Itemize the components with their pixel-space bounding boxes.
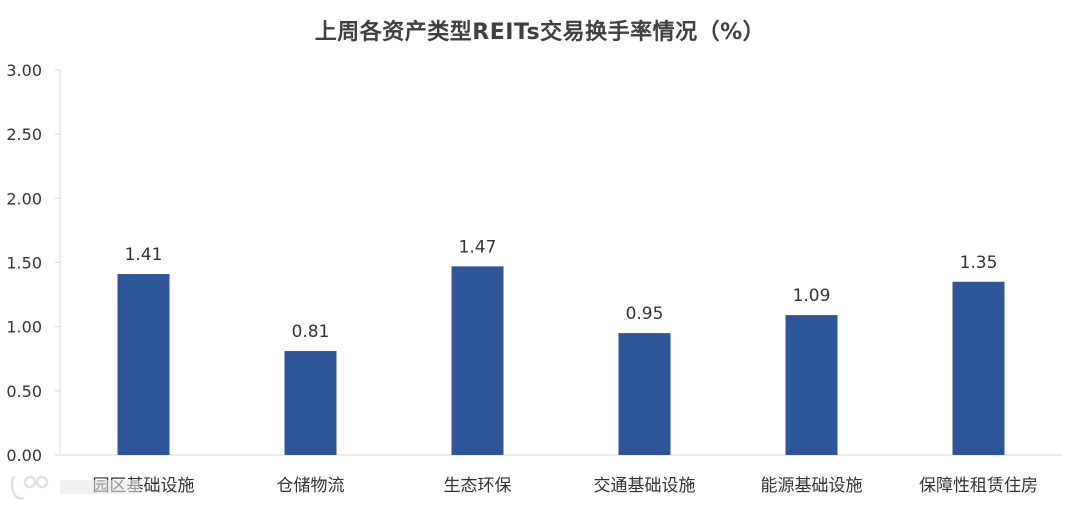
data-label: 1.09: [793, 286, 831, 306]
x-category-label: 生态环保: [444, 476, 512, 496]
y-tick-label: 2.50: [6, 125, 42, 144]
bar: [451, 266, 504, 455]
y-tick-label: 0.50: [6, 382, 42, 401]
bar: [785, 315, 838, 455]
x-category-label: 园区基础设施: [93, 476, 195, 496]
y-tick-label: 3.00: [6, 61, 42, 80]
data-label: 1.35: [960, 253, 998, 273]
y-tick-label: 1.00: [6, 318, 42, 337]
data-label: 0.81: [292, 322, 330, 342]
bar: [117, 274, 170, 455]
y-tick-label: 0.00: [6, 446, 42, 465]
data-labels-group: 1.41 0.81 1.47 0.95 1.09 1.35: [125, 237, 998, 342]
y-axis: 0.00 0.50 1.00 1.50 2.00 2.50 3.00: [6, 61, 61, 465]
category-labels-group: 园区基础设施 仓储物流 生态环保 交通基础设施 能源基础设施 保障性租赁住房: [93, 476, 1039, 496]
x-category-label: 保障性租赁住房: [919, 476, 1038, 496]
bar: [952, 281, 1005, 455]
data-label: 0.95: [626, 304, 664, 324]
bar: [284, 351, 337, 455]
data-label: 1.41: [125, 245, 163, 265]
bar: [618, 333, 671, 455]
y-tick-label: 2.00: [6, 189, 42, 208]
x-category-label: 能源基础设施: [761, 476, 863, 496]
data-label: 1.47: [459, 237, 497, 257]
y-tick-label: 1.50: [6, 254, 42, 273]
bars-group: [117, 266, 1005, 455]
x-category-label: 交通基础设施: [594, 476, 696, 496]
chart-title: 上周各资产类型REITs交易换手率情况（%）: [314, 20, 766, 45]
x-category-label: 仓储物流: [277, 476, 345, 496]
